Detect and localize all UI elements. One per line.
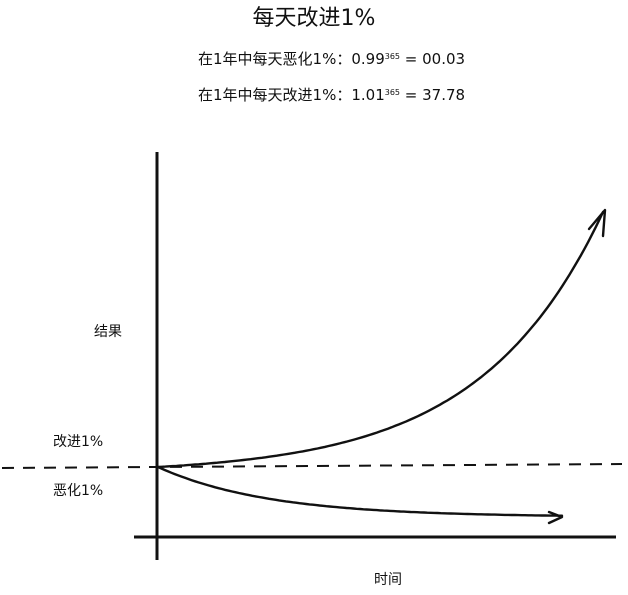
- improve-arrowhead: [587, 208, 607, 238]
- chart-title: 每天改进1%: [252, 6, 376, 31]
- formula-decline: 在1年中每天恶化1%：0.99365 = 00.03: [198, 49, 465, 72]
- formula-improve-base: 在1年中每天改进1%：1.01: [198, 86, 385, 104]
- y-axis-label: 结果: [94, 324, 122, 340]
- baseline-dashed: [1, 463, 623, 469]
- formula-improve-exponent: 365: [384, 88, 401, 97]
- improve-label: 改进1%: [53, 434, 104, 450]
- formula-decline-exponent: 365: [384, 52, 401, 61]
- formula-decline-result: = 00.03: [400, 50, 466, 68]
- formula-improve: 在1年中每天改进1%：1.01365 = 37.78: [198, 85, 465, 108]
- improve-curve: [156, 210, 605, 469]
- decline-curve: [156, 465, 564, 517]
- formula-decline-base: 在1年中每天恶化1%：0.99: [198, 50, 385, 68]
- chart-marks: [1, 152, 623, 560]
- decline-arrowhead: [547, 510, 564, 525]
- formula-improve-result: = 37.78: [400, 86, 466, 104]
- decline-label: 恶化1%: [53, 483, 104, 499]
- x-axis-label: 时间: [374, 572, 402, 588]
